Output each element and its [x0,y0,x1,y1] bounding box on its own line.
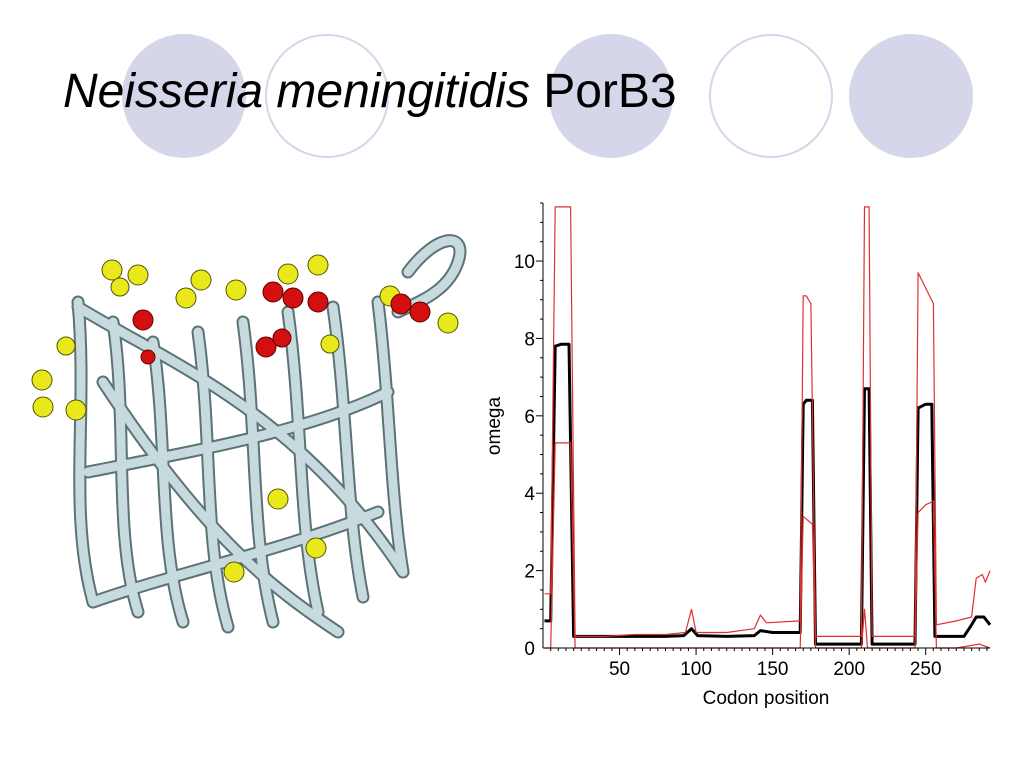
selected-sites-red [132,281,431,365]
y-tick-label: 10 [514,252,535,273]
x-tick-label: 200 [833,659,865,680]
chart-ticks-group: 50 100 150 200 250 0 2 4 6 8 10 [514,202,988,680]
decorative-circle [122,34,246,158]
x-tick-label: 250 [910,659,942,680]
x-tick-label: 150 [757,659,789,680]
y-tick-label: 4 [524,484,535,505]
protein-structure-image [31,234,467,639]
y-axis-title: omega [484,397,505,456]
decorative-circle [549,34,673,158]
slide-title: Neisseria meningitidis PorB3 [63,64,677,119]
decorative-ring [709,34,833,158]
y-tick-label: 0 [524,639,535,660]
series-line-bound [544,442,991,649]
title-protein: PorB3 [543,65,677,118]
decorative-circle [849,34,973,158]
x-tick-label: 100 [680,659,712,680]
y-tick-label: 8 [524,329,535,350]
y-tick-label: 6 [524,407,535,428]
y-tick-label: 2 [524,562,535,583]
x-tick-label: 50 [609,659,630,680]
series-line-bound [544,206,991,637]
chart-series-group [544,206,992,649]
title-organism: Neisseria meningitidis [63,65,530,118]
x-axis-title: Codon position [703,688,830,709]
decorative-ring [265,34,389,158]
selected-sites-yellow [31,254,459,583]
ribbon-strands [71,234,467,639]
series-line-estimate [544,342,992,646]
